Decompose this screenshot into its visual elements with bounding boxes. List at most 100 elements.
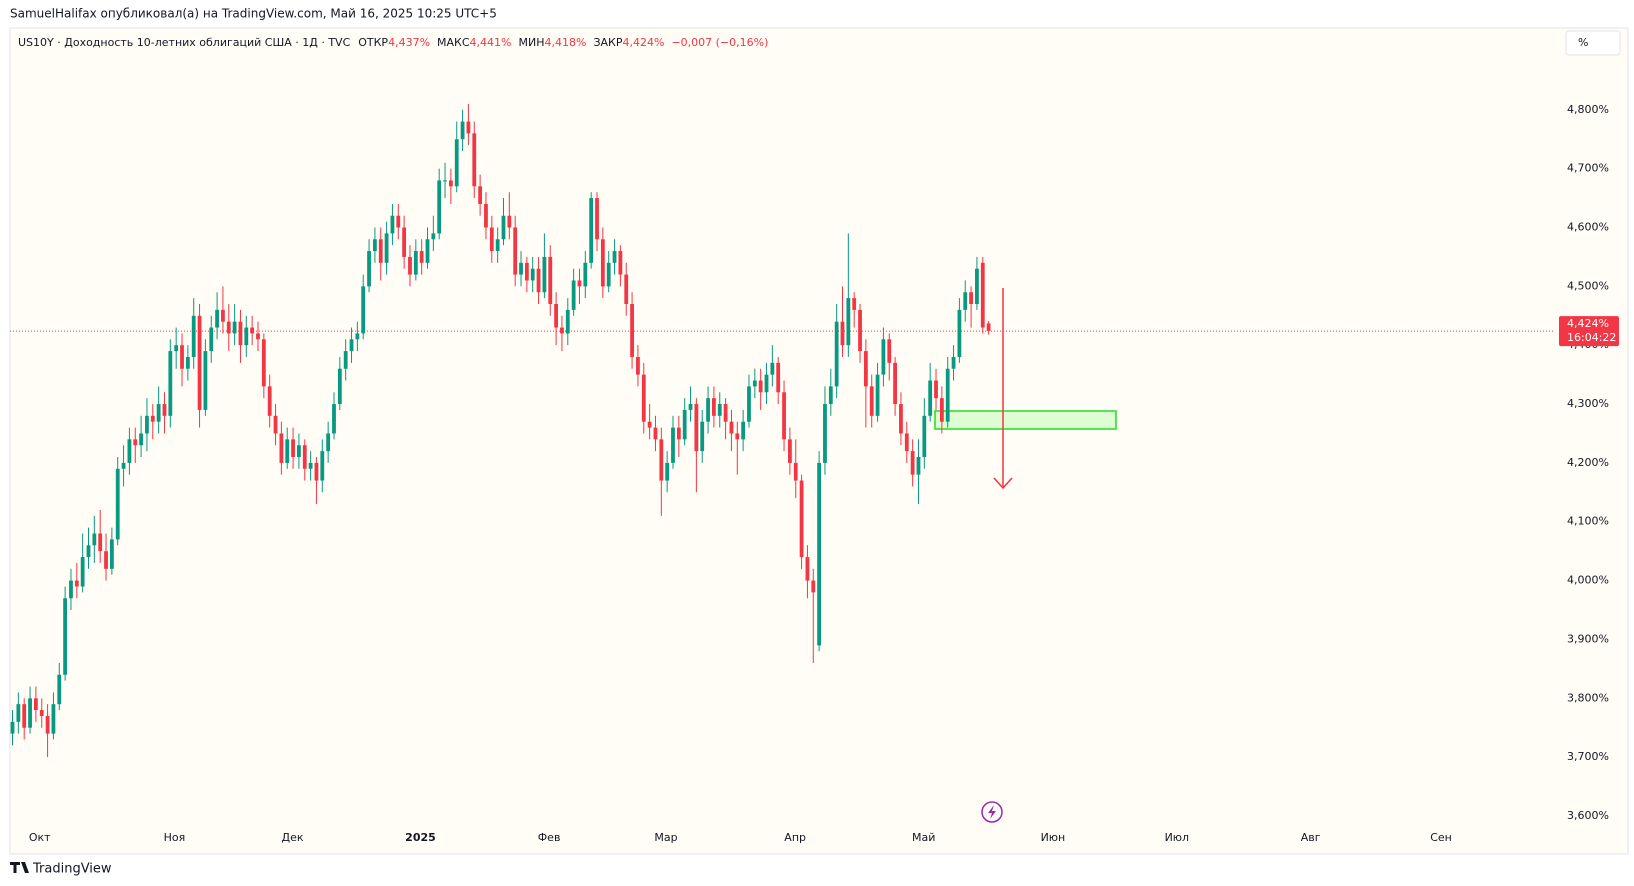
x-tick-label: Сен xyxy=(1430,831,1452,844)
candle-body xyxy=(232,321,237,334)
candle-body xyxy=(852,298,857,310)
y-tick-label: 4,700% xyxy=(1567,162,1609,175)
candle-body xyxy=(215,309,219,328)
candle-body xyxy=(887,339,892,363)
chart-pane xyxy=(9,27,1629,855)
y-tick-label: 4,000% xyxy=(1567,574,1609,587)
candle-body xyxy=(337,368,342,405)
candle-body xyxy=(291,439,295,458)
candle-body xyxy=(408,256,412,275)
candle-body xyxy=(209,327,214,352)
candle-body xyxy=(729,421,734,434)
candle-body xyxy=(162,404,167,416)
candle-body xyxy=(823,404,827,463)
candle-body xyxy=(185,356,190,369)
candle-body xyxy=(98,533,103,552)
x-tick-label: Окт xyxy=(29,831,51,844)
candle-body xyxy=(343,351,348,369)
candle-body xyxy=(402,227,407,257)
candle-body xyxy=(863,351,868,387)
candle-body xyxy=(770,362,775,375)
ohlc-label: ЗАКР xyxy=(593,36,622,49)
candle-body xyxy=(600,239,605,287)
candle-body xyxy=(191,315,196,357)
candle-body xyxy=(817,462,822,646)
y-tick-label: 3,700% xyxy=(1567,750,1609,763)
candle-body xyxy=(308,462,313,469)
candle-body xyxy=(390,215,395,234)
candle-body xyxy=(828,386,833,405)
candle-body xyxy=(320,451,325,481)
support-zone xyxy=(934,410,1117,430)
candle-body xyxy=(10,721,15,734)
candle-body xyxy=(489,227,494,252)
ohlc-value: 4,418% xyxy=(545,36,587,49)
candle-body xyxy=(858,309,862,352)
x-tick-label: Июн xyxy=(1041,831,1066,844)
symbol: US10Y · Доходность 10-летних облигаций С… xyxy=(18,36,351,49)
candle-body xyxy=(799,480,804,558)
candle-body xyxy=(419,251,424,263)
candle-body xyxy=(513,227,518,275)
candle-body xyxy=(986,323,991,332)
candle-body xyxy=(653,427,658,440)
candle-body xyxy=(560,327,564,334)
candle-body xyxy=(712,398,716,416)
y-tick-label: 4,800% xyxy=(1567,103,1609,116)
candle-body xyxy=(741,421,746,440)
candle-body xyxy=(834,321,839,387)
candle-body xyxy=(916,457,921,475)
candle-body xyxy=(226,321,231,334)
candle-body xyxy=(378,239,383,263)
candle-body xyxy=(51,704,56,734)
candle-body xyxy=(606,262,611,287)
candle-body xyxy=(121,462,126,469)
candle-body xyxy=(700,421,705,452)
brand: TradingView xyxy=(32,862,112,877)
candle-body xyxy=(548,256,553,305)
candle-body xyxy=(425,239,430,263)
candle-body xyxy=(285,439,290,463)
candle-body xyxy=(758,380,763,393)
candle-body xyxy=(659,439,664,481)
candle-body xyxy=(256,333,260,340)
candle-body xyxy=(665,462,670,481)
candle-body xyxy=(899,404,903,434)
candle-body xyxy=(244,327,249,346)
scale-button[interactable] xyxy=(1565,30,1621,56)
candle-body xyxy=(536,268,541,293)
candle-body xyxy=(957,309,962,357)
candle-body xyxy=(238,321,243,346)
candle-body xyxy=(168,351,173,416)
candle-body xyxy=(326,433,331,452)
candle-body xyxy=(273,415,278,434)
candle-body xyxy=(782,392,786,440)
candle-body xyxy=(706,398,710,422)
last-price-badge xyxy=(1559,316,1619,347)
candle-body xyxy=(530,268,535,281)
candle-body xyxy=(975,268,979,305)
candle-body xyxy=(384,233,389,263)
candle-body xyxy=(928,380,933,416)
candle-body xyxy=(554,304,558,328)
candle-body xyxy=(297,445,301,458)
candle-body xyxy=(92,533,97,546)
last-price-timer: 16:04:22 xyxy=(1567,331,1616,344)
candle-body xyxy=(881,339,886,375)
candle-body xyxy=(174,345,179,352)
candle-body xyxy=(618,251,623,275)
scale-button-label[interactable]: % xyxy=(1578,36,1588,49)
candle-body xyxy=(495,239,500,252)
candle-body xyxy=(484,203,488,228)
candle-body xyxy=(472,133,477,187)
candle-body xyxy=(624,274,629,305)
candle-body xyxy=(413,251,418,275)
candle-body xyxy=(507,215,512,228)
candle-body xyxy=(302,445,307,469)
candle-body xyxy=(109,539,114,569)
candle-body xyxy=(571,280,576,310)
candle-body xyxy=(460,121,465,140)
candle-body xyxy=(314,462,319,481)
candle-body xyxy=(636,356,640,375)
candle-body xyxy=(261,339,266,387)
